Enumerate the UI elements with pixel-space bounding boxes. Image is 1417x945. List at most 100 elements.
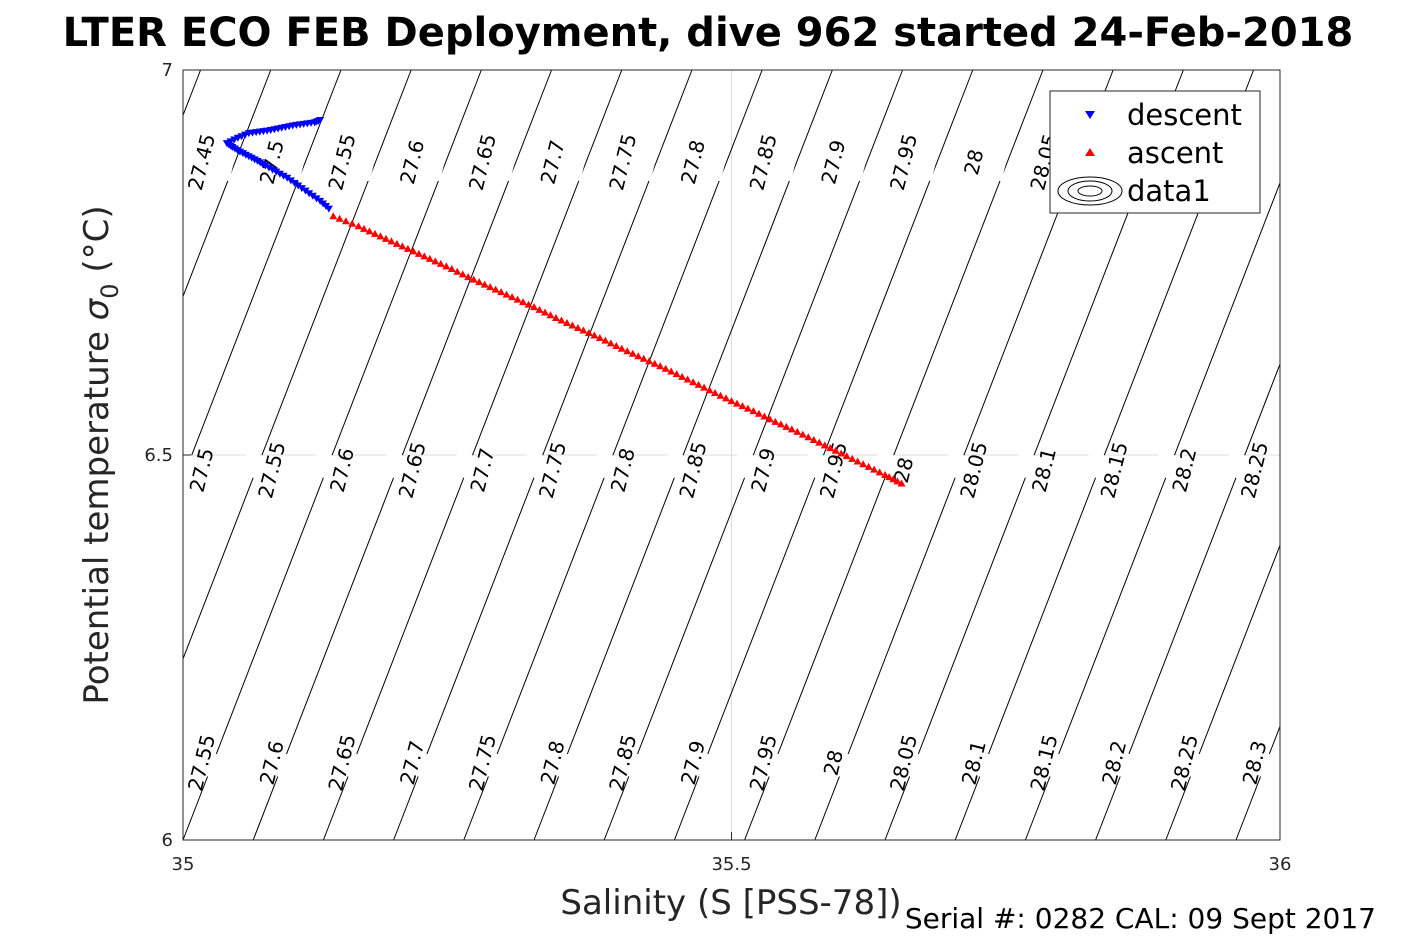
- ascent-point: [837, 449, 846, 457]
- ascent-point: [798, 430, 807, 438]
- y-axis-label-main: Potential temperature: [77, 320, 117, 704]
- ascent-point: [826, 444, 835, 452]
- ascent-point: [387, 237, 396, 245]
- ascent-point: [458, 270, 467, 278]
- ascent-point: [848, 454, 857, 462]
- legend-ascent-label: ascent: [1127, 136, 1223, 170]
- ascent-point: [689, 378, 698, 386]
- contour-label-bg: [662, 744, 727, 782]
- y-axis-label-subscript: 0: [96, 283, 124, 298]
- x-tick-label: 36: [1269, 854, 1292, 875]
- series-descent: [222, 117, 333, 213]
- x-axis-label: Salinity (S [PSS-78]): [560, 883, 901, 923]
- ascent-point: [341, 217, 350, 225]
- contour-label-bg: [521, 143, 587, 182]
- y-axis-label: Potential temperature σ0 (°C): [77, 205, 124, 704]
- y-axis-label-symbol: σ: [77, 297, 117, 320]
- isopycnal-line: [182, 69, 342, 478]
- y-tick-label: 6: [162, 830, 173, 851]
- ascent-point: [889, 475, 898, 483]
- ascent-point: [870, 465, 879, 473]
- contour-label-bg: [311, 143, 376, 182]
- ascent-point: [667, 367, 676, 375]
- legend-data1-label: data1: [1127, 174, 1211, 208]
- ascent-point: [392, 239, 401, 247]
- legend: descent ascent data1: [1049, 90, 1261, 214]
- ascent-point: [859, 460, 868, 468]
- contour-label-bg: [802, 451, 867, 490]
- ascent-point: [754, 409, 763, 417]
- ascent-point: [551, 313, 560, 321]
- ascent-point: [403, 244, 412, 252]
- ascent-point: [497, 288, 506, 296]
- ascent-point: [771, 417, 780, 425]
- contour-label-bg: [732, 143, 797, 182]
- descent-point: [290, 179, 299, 187]
- contour-label-bg: [451, 143, 516, 182]
- ascent-point: [442, 262, 451, 270]
- svg-text:Potential temperature σ0 (°C): Potential temperature σ0 (°C): [77, 205, 124, 704]
- contour-label-bg: [592, 451, 657, 490]
- isopycnal-line: [533, 69, 833, 841]
- ascent-point: [573, 323, 582, 331]
- ascent-point: [348, 219, 357, 227]
- contour-label-bg: [802, 143, 867, 182]
- ascent-point: [881, 471, 890, 479]
- ascent-point: [623, 347, 632, 355]
- ascent-point: [601, 336, 610, 344]
- contour-label-bg: [943, 744, 1008, 782]
- isopycnal-line: [1024, 182, 1281, 841]
- isopycnal-line: [603, 69, 904, 841]
- ascent-point: [650, 359, 659, 367]
- ascent-point: [579, 326, 588, 334]
- isopycnal-line: [182, 69, 272, 297]
- contour-label-bg: [241, 744, 306, 782]
- ascent-point: [711, 389, 720, 397]
- ascent-point: [409, 247, 418, 255]
- isopycnal-line: [322, 69, 623, 841]
- ascent-point: [831, 446, 840, 454]
- ascent-point: [464, 273, 473, 281]
- isopycnal-line: [182, 69, 482, 841]
- ascent-point: [700, 383, 709, 391]
- ascent-point: [376, 232, 385, 240]
- y-tick-label: 7: [162, 60, 173, 81]
- contour-label: 28: [819, 747, 848, 778]
- contour-label-bg: [1223, 451, 1289, 490]
- contour-label-bg: [872, 451, 938, 490]
- ascent-point: [864, 462, 873, 470]
- ascent-point: [661, 364, 670, 372]
- footer-serial-cal: Serial #: 0282 CAL: 09 Sept 2017: [905, 902, 1376, 935]
- contour-label-bg: [521, 451, 587, 490]
- ascent-point: [617, 344, 626, 352]
- ascent-point: [875, 468, 884, 476]
- ascent-point: [398, 242, 407, 250]
- descent-point: [305, 190, 314, 198]
- ascent-point: [329, 212, 338, 220]
- contour-label-bg: [451, 744, 516, 782]
- descent-point: [308, 192, 317, 200]
- contour-label-bg: [872, 143, 938, 182]
- isopycnal-line: [252, 69, 553, 841]
- ascent-point: [815, 438, 824, 446]
- ascent-point: [606, 339, 615, 347]
- contour-label-bg: [170, 451, 236, 490]
- ascent-point: [782, 422, 791, 430]
- contour-label-bg: [662, 143, 727, 182]
- isopycnal-line: [673, 69, 974, 841]
- x-tick-label: 35.5: [711, 854, 751, 875]
- isopycnal-line: [182, 69, 412, 660]
- ascent-point: [595, 333, 604, 341]
- contour-label-bg: [170, 744, 236, 782]
- ascent-point: [634, 352, 643, 360]
- ascent-point: [447, 265, 456, 273]
- ascent-point: [370, 229, 379, 237]
- contour-label-bg: [802, 744, 867, 782]
- ascent-point: [354, 222, 363, 230]
- ascent-point: [842, 452, 851, 460]
- ascent-point: [414, 249, 423, 257]
- contour-label-bg: [381, 744, 446, 782]
- ascent-point: [469, 275, 478, 283]
- ascent-point: [541, 308, 550, 316]
- ascent-point: [885, 473, 894, 481]
